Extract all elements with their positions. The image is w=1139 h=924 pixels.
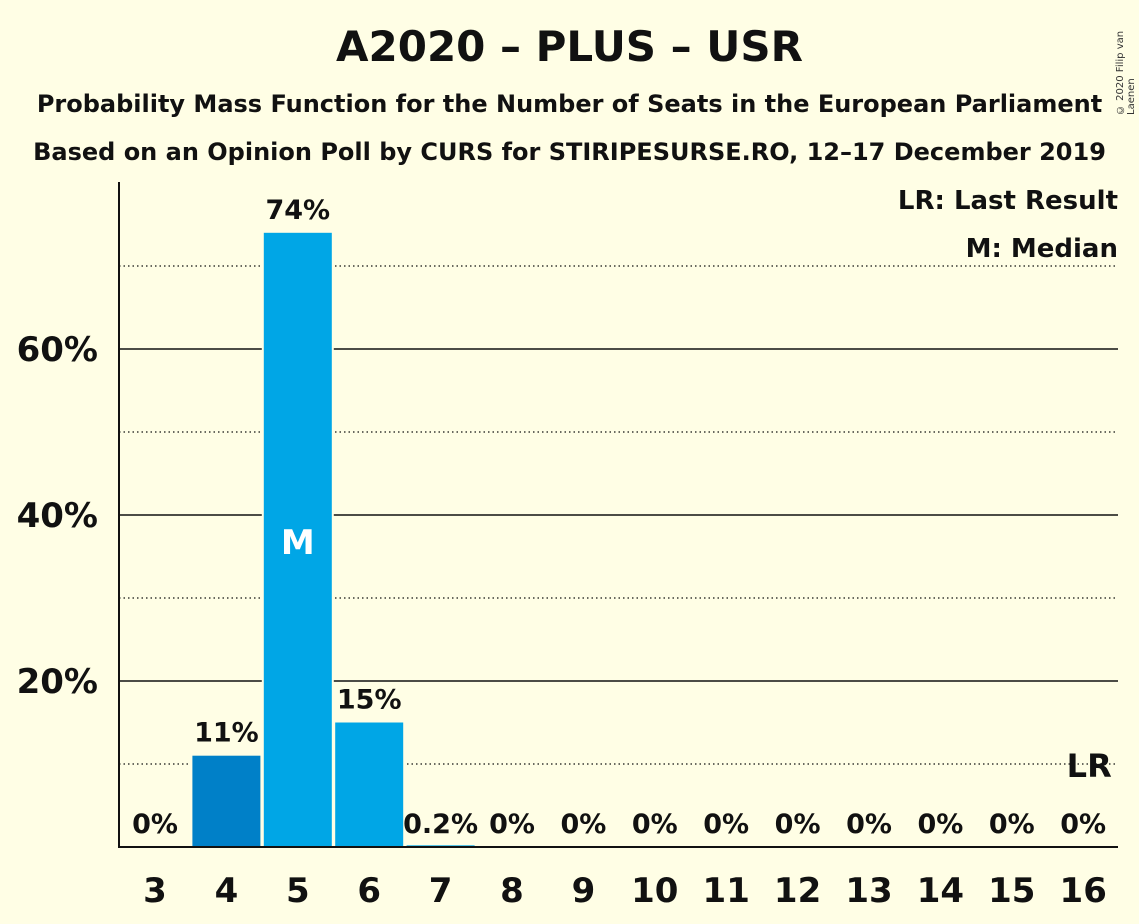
x-tick-label-12: 12 xyxy=(774,871,821,911)
y-tick-label: 40% xyxy=(17,496,98,536)
data-label-15: 0% xyxy=(989,809,1035,840)
data-label-6: 15% xyxy=(337,685,402,716)
data-label-7: 0.2% xyxy=(403,809,478,840)
data-label-16: 0% xyxy=(1060,809,1106,840)
data-label-13: 0% xyxy=(846,809,892,840)
data-label-10: 0% xyxy=(632,809,678,840)
x-tick-label-6: 6 xyxy=(357,871,381,911)
chart-title: A2020 – PLUS – USR xyxy=(336,22,803,71)
bar-5 xyxy=(263,232,332,848)
data-label-8: 0% xyxy=(489,809,535,840)
data-label-14: 0% xyxy=(917,809,963,840)
chart-subtitle-source: Based on an Opinion Poll by CURS for STI… xyxy=(33,138,1106,166)
data-label-5: 74% xyxy=(265,195,330,226)
x-tick-label-15: 15 xyxy=(988,871,1035,911)
y-tick-label: 60% xyxy=(17,330,98,370)
x-tick-label-14: 14 xyxy=(917,871,964,911)
x-tick-label-16: 16 xyxy=(1060,871,1107,911)
last-result-marker: LR xyxy=(1067,747,1112,785)
data-label-3: 0% xyxy=(132,809,178,840)
x-tick-label-7: 7 xyxy=(429,871,453,911)
x-tick-label-11: 11 xyxy=(703,871,750,911)
x-tick-label-10: 10 xyxy=(631,871,678,911)
data-label-11: 0% xyxy=(703,809,749,840)
y-tick-label: 20% xyxy=(17,662,98,702)
x-tick-label-3: 3 xyxy=(143,871,167,911)
axes xyxy=(118,182,1118,848)
data-label-9: 0% xyxy=(560,809,606,840)
bar-4 xyxy=(192,755,261,847)
labels: 20% 40% 60% 0% 3 11% 4 74% 5 M 15% 6 0.2% 7 0% 8 0% 9 0% 10… xyxy=(17,195,1112,911)
chart-subtitle: Probability Mass Function for the Number… xyxy=(36,90,1103,118)
x-tick-label-13: 13 xyxy=(845,871,892,911)
bar-6 xyxy=(335,722,404,847)
data-label-4: 11% xyxy=(194,718,259,749)
x-tick-label-4: 4 xyxy=(215,871,239,911)
x-tick-label-9: 9 xyxy=(572,871,596,911)
bars xyxy=(190,232,477,848)
legend-last-result: LR: Last Result xyxy=(898,186,1118,216)
legend-median: M: Median xyxy=(966,234,1118,264)
x-tick-label-8: 8 xyxy=(500,871,524,911)
x-tick-label-5: 5 xyxy=(286,871,310,911)
data-label-12: 0% xyxy=(775,809,821,840)
median-marker: M xyxy=(281,523,315,563)
